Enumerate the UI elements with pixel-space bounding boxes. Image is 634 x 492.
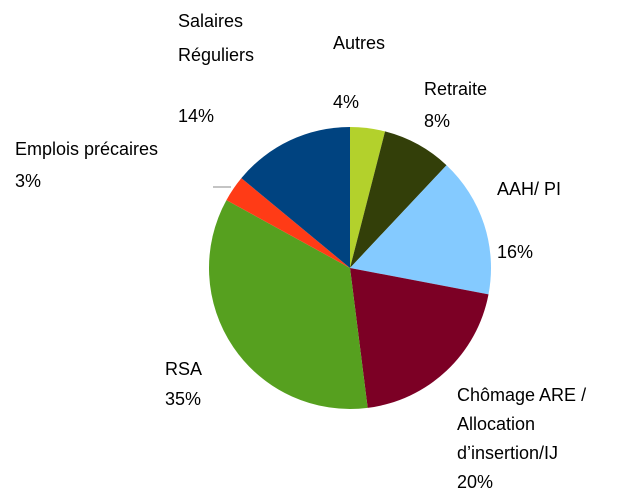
slice-label: Allocation [457, 414, 535, 434]
slice-value-label: 3% [15, 171, 41, 191]
slice-value-label: 4% [333, 92, 359, 112]
pie-slice [226, 178, 350, 268]
pie-slice [241, 126, 350, 268]
pie-slice [350, 131, 447, 268]
slice-label: Emplois précaires [15, 139, 158, 159]
slice-value-label: 16% [497, 242, 533, 262]
pie-slice [350, 127, 386, 268]
slice-label: Chômage ARE / [457, 385, 586, 405]
slice-label: RSA [165, 359, 202, 379]
slice-label: Réguliers [178, 45, 254, 65]
slice-value-label: 8% [424, 111, 450, 131]
slice-value-label: 20% [457, 472, 493, 492]
slice-value-label: 35% [165, 389, 201, 409]
pie-slice [209, 200, 368, 409]
pie-slice [350, 268, 489, 408]
slice-label: Retraite [424, 79, 487, 99]
slice-label: d’insertion/IJ [457, 443, 558, 463]
pie-slice [350, 165, 491, 295]
slice-label: Salaires [178, 11, 243, 31]
slice-label: AAH/ PI [497, 179, 561, 199]
slice-value-label: 14% [178, 106, 214, 126]
slice-label: Autres [333, 33, 385, 53]
